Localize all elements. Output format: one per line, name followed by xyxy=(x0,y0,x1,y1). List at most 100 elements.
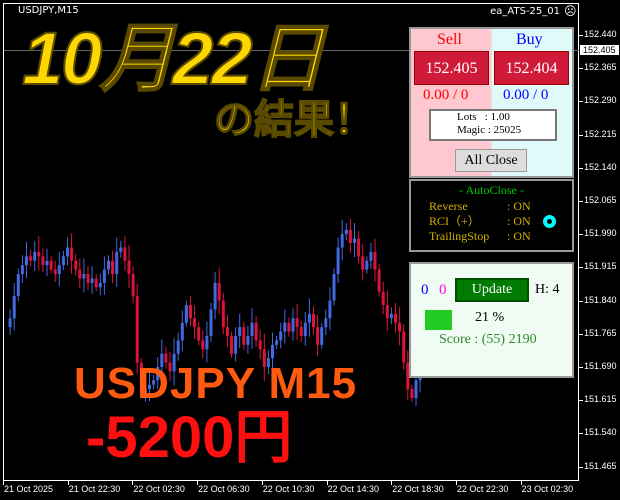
time-tick xyxy=(67,481,69,485)
candle xyxy=(180,310,184,352)
row-value: : ON xyxy=(507,199,531,213)
autoclose-title: - AutoClose - xyxy=(459,183,524,197)
sell-position: 0.00 / 0 xyxy=(423,87,469,103)
candle xyxy=(102,256,106,295)
candle xyxy=(164,347,168,369)
progress-text: 21 % xyxy=(475,310,505,325)
candle xyxy=(295,303,299,341)
candle xyxy=(111,250,115,284)
candle xyxy=(115,237,119,287)
candle xyxy=(119,240,123,258)
buy-position: 0.00 / 0 xyxy=(503,87,549,103)
price-tick xyxy=(579,466,583,468)
candle xyxy=(246,326,250,354)
candle xyxy=(78,258,82,289)
candle xyxy=(230,331,233,358)
candle xyxy=(176,332,180,361)
candle xyxy=(25,241,28,279)
overlay-pair: USDJPY M15 xyxy=(74,359,358,408)
chart-area[interactable] xyxy=(3,3,579,481)
count-a: 0 xyxy=(421,282,429,298)
candle xyxy=(139,358,143,398)
candle xyxy=(299,320,303,342)
time-tick xyxy=(261,481,263,485)
update-button[interactable]: Update xyxy=(455,278,529,302)
time-label: 23 Oct 02:30 xyxy=(521,484,574,494)
candle xyxy=(82,258,86,293)
candle xyxy=(221,292,225,335)
time-label: 21 Oct 22:30 xyxy=(68,484,121,494)
candle xyxy=(49,256,53,274)
price-label: 152.215 xyxy=(584,128,617,139)
candle xyxy=(279,322,283,349)
sad-face-icon: ☹ xyxy=(564,4,577,18)
progress-bar xyxy=(425,310,453,330)
candle xyxy=(271,332,274,370)
price-label: 151.915 xyxy=(584,261,617,272)
price-tick xyxy=(579,35,583,36)
price-label: 151.990 xyxy=(584,228,617,239)
candle xyxy=(8,309,12,336)
lots-magic-box: Lots : 1.00 Magic : 25025 xyxy=(429,109,557,141)
price-label: 152.065 xyxy=(584,195,617,205)
candle xyxy=(20,255,24,284)
candle xyxy=(406,350,410,401)
h-label: H: 4 xyxy=(535,282,560,297)
candle xyxy=(320,322,324,349)
all-close-button[interactable]: All Close xyxy=(455,149,527,172)
row-value: : ON xyxy=(507,229,531,243)
buy-button[interactable]: 152.404 xyxy=(494,51,569,85)
candle xyxy=(41,248,45,273)
score-panel: 0 0 Update H: 4 21 % Score : (55) 2190 xyxy=(409,262,574,378)
candle xyxy=(33,240,37,271)
price-label: 151.765 xyxy=(584,327,617,338)
candle xyxy=(262,333,266,381)
autoclose-row-reverse: Reverse: ON xyxy=(429,199,531,213)
time-label: 22 Oct 10:30 xyxy=(262,484,315,494)
price-tick xyxy=(579,201,583,202)
time-tick xyxy=(132,481,134,485)
row-value: : ON xyxy=(507,214,531,228)
time-label: 22 Oct 14:30 xyxy=(327,484,380,494)
overlay-result: の結果！ xyxy=(213,98,375,142)
autoclose-panel: - AutoClose - Reverse: ON RCI（+）: ON Tra… xyxy=(409,179,574,252)
candle xyxy=(197,321,201,346)
candle xyxy=(336,237,340,284)
candle xyxy=(332,268,336,306)
price-label: 151.840 xyxy=(584,294,617,305)
sell-button[interactable]: 152.405 xyxy=(414,51,489,85)
candle xyxy=(312,306,315,335)
candle xyxy=(394,302,397,333)
overlay-pnl: -5200円 xyxy=(86,405,293,470)
time-label: 21 Oct 2025 xyxy=(4,484,54,494)
candle xyxy=(90,266,94,294)
time-tick xyxy=(455,481,457,485)
price-label: 152.290 xyxy=(584,95,617,106)
candle xyxy=(12,282,16,331)
candle xyxy=(107,255,110,275)
price-tick xyxy=(579,134,583,136)
candle xyxy=(148,371,151,402)
time-tick xyxy=(197,481,199,485)
candle xyxy=(172,338,176,386)
symbol-label: USDJPY,M15 xyxy=(18,5,79,16)
candle xyxy=(205,321,209,363)
candle xyxy=(168,351,172,382)
candle xyxy=(373,238,377,282)
price-tick xyxy=(579,267,583,269)
autoclose-row-trailing: TrailingStop: ON xyxy=(429,229,531,243)
price-tick xyxy=(579,300,583,302)
price-label: 151.615 xyxy=(584,394,617,405)
candle xyxy=(238,313,242,348)
candle xyxy=(291,308,295,341)
candle xyxy=(369,243,373,269)
candle xyxy=(74,254,78,276)
candle xyxy=(254,316,258,347)
autoclose-row-rci: RCI（+）: ON xyxy=(429,214,531,228)
time-label: 22 Oct 06:30 xyxy=(198,484,250,494)
candle xyxy=(353,223,356,257)
candle xyxy=(37,236,41,271)
candle xyxy=(275,336,279,349)
candle xyxy=(385,290,389,332)
candle xyxy=(123,236,127,271)
